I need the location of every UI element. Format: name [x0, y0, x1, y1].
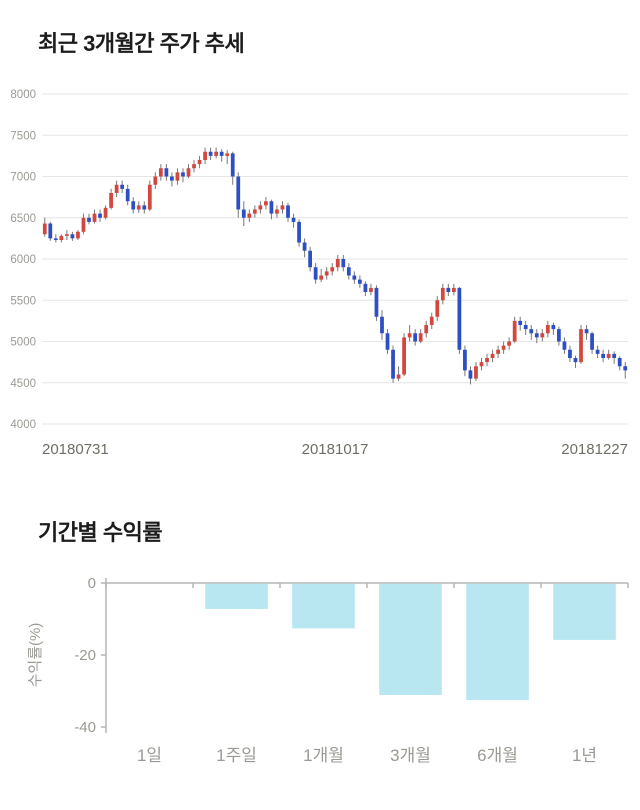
svg-text:8000: 8000	[10, 89, 36, 101]
candlestick-chart: 4000 4500 5000 5500 6000 6500 7000 7500 8000	[10, 89, 628, 431]
svg-text:7000: 7000	[10, 172, 36, 184]
y-tick-labels: 4000 4500 5000 5500 6000 6500 7000 7500 8000	[10, 89, 36, 431]
category-labels: 1일 1주일 1개월 3개월 6개월 1년	[137, 746, 597, 765]
returns-chart-title: 기간별 수익률	[38, 520, 163, 545]
svg-text:1일: 1일	[137, 746, 162, 765]
svg-text:6000: 6000	[10, 254, 36, 266]
svg-text:-40: -40	[74, 719, 96, 736]
y-axis-title: 수익률(%)	[27, 623, 44, 688]
svg-text:6500: 6500	[10, 213, 36, 225]
x-axis-label-mid: 20181017	[301, 441, 369, 458]
returns-bar-chart: 0 -20 -40 1일 1주일 1개월 3개월 6개월 1년 수익률(%)	[27, 575, 629, 765]
svg-text:3개월: 3개월	[390, 746, 431, 765]
x-axis-label-end: 20181227	[561, 441, 628, 458]
axes: 0 -20 -40	[74, 575, 629, 736]
svg-text:4000: 4000	[10, 419, 36, 431]
x-axis-label-start: 20180731	[42, 441, 109, 458]
svg-text:1개월: 1개월	[303, 746, 344, 765]
svg-text:7500: 7500	[10, 130, 36, 142]
candles	[42, 147, 628, 385]
svg-text:1년: 1년	[572, 746, 597, 765]
svg-text:0: 0	[88, 575, 96, 592]
gridlines	[42, 93, 628, 425]
svg-text:-20: -20	[74, 647, 96, 664]
svg-text:5500: 5500	[10, 295, 36, 307]
svg-text:1주일: 1주일	[216, 746, 257, 765]
svg-text:5000: 5000	[10, 337, 36, 349]
bars	[205, 583, 616, 701]
svg-text:6개월: 6개월	[477, 746, 518, 765]
price-chart-x-axis: 20180731 20181017 20181227	[0, 441, 640, 463]
svg-text:4500: 4500	[10, 378, 36, 390]
price-chart-title: 최근 3개월간 주가 추세	[38, 31, 245, 56]
